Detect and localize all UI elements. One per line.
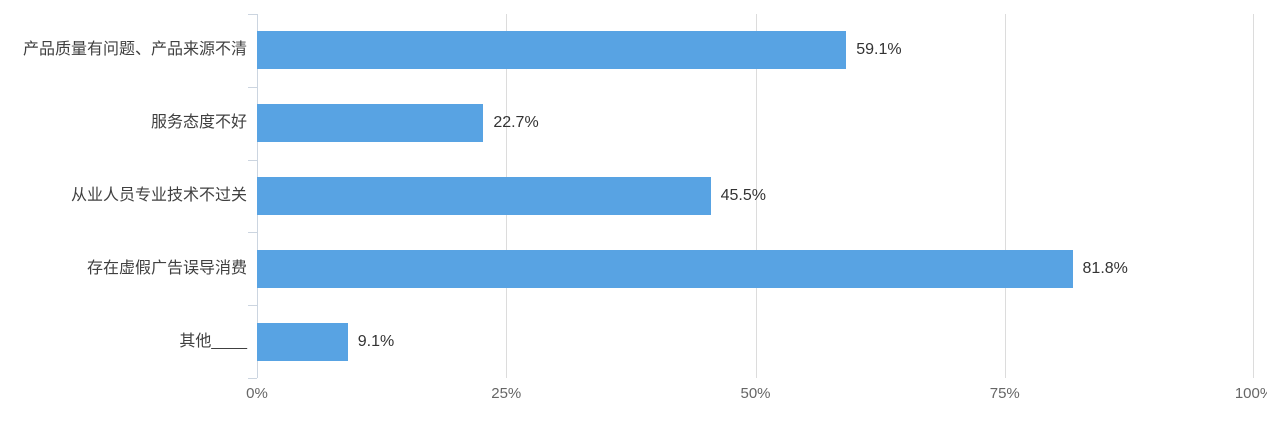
category-axis-tick (248, 160, 257, 161)
bar-value-label: 45.5% (720, 186, 766, 204)
bar-row: 59.1% (257, 14, 1254, 87)
bar (257, 31, 847, 70)
category-label: 其他____ (179, 332, 247, 350)
category-label: 产品质量有问题、产品来源不清 (22, 41, 247, 59)
bar (257, 249, 1073, 288)
x-tick-label: 100% (1234, 385, 1267, 402)
gridline (1253, 14, 1254, 378)
gridline (755, 14, 757, 378)
category-label: 存在虚假广告误导消费 (86, 259, 247, 277)
x-tick-label: 50% (740, 385, 771, 402)
bar-row: 45.5% (257, 160, 1254, 233)
bar (257, 104, 484, 143)
bar-value-label: 22.7% (493, 114, 539, 132)
plot-area: 59.1% 22.7% 45.5% 81.8% 9.1% (248, 14, 1254, 379)
category-label: 从业人员专业技术不过关 (70, 187, 247, 204)
category-axis-tick (248, 87, 257, 88)
category-axis-tick (248, 305, 257, 306)
category-label: 服务态度不好 (150, 114, 247, 132)
bar-row: 22.7% (257, 87, 1254, 160)
bar-row: 9.1% (257, 305, 1254, 378)
x-tick-label: 25% (491, 385, 522, 402)
category-axis-tick (248, 378, 257, 379)
bar (257, 322, 348, 361)
bar-value-label: 9.1% (357, 332, 395, 350)
category-axis-tick (248, 14, 257, 15)
bar (257, 176, 711, 215)
bar-value-label: 59.1% (856, 41, 902, 59)
category-axis-labels: 产品质量有问题、产品来源不清服务态度不好从业人员专业技术不过关存在虚假广告误导消… (0, 14, 247, 378)
category-axis-tick (248, 232, 257, 233)
gridline (1004, 14, 1006, 378)
x-tick-label: 75% (989, 385, 1020, 402)
x-tick-label: 0% (246, 385, 268, 402)
bar-row: 81.8% (257, 232, 1254, 305)
bar-value-label: 81.8% (1082, 259, 1128, 277)
